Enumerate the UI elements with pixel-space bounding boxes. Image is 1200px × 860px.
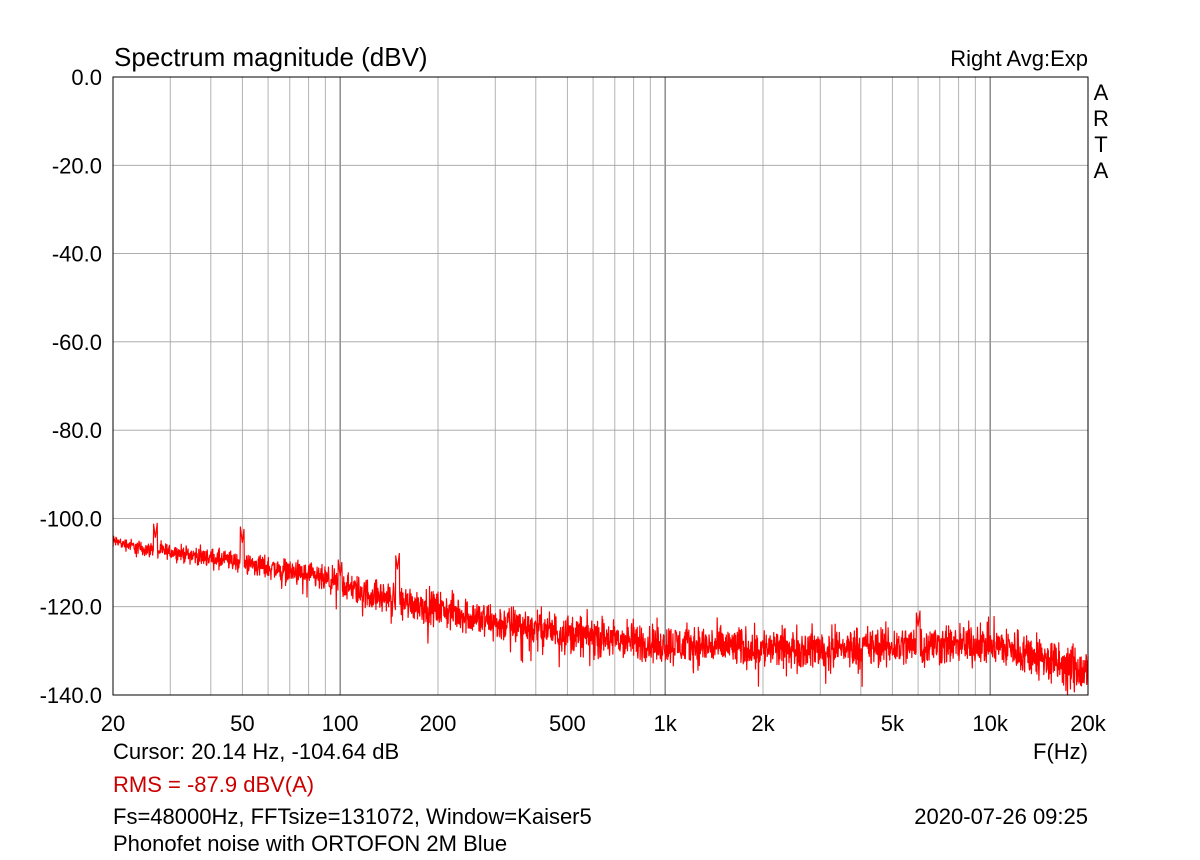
x-tick-label: 5k bbox=[881, 711, 905, 736]
chart-title: Spectrum magnitude (dBV) bbox=[114, 42, 428, 72]
x-tick-label: 100 bbox=[322, 711, 359, 736]
x-tick-label: 500 bbox=[549, 711, 586, 736]
x-tick-label: 1k bbox=[654, 711, 678, 736]
x-tick-label: 10k bbox=[972, 711, 1008, 736]
y-axis-ticks: 0.0 -20.0 -40.0 -60.0 -80.0 -100.0 -120.0 -140.… bbox=[40, 65, 102, 708]
spectrum-line bbox=[112, 522, 1089, 696]
x-axis-unit: F(Hz) bbox=[1033, 739, 1088, 764]
arta-letter: A bbox=[1093, 80, 1109, 105]
y-tick-label: -60.0 bbox=[52, 330, 102, 355]
arta-letter: T bbox=[1094, 132, 1108, 157]
y-tick-label: 0.0 bbox=[71, 65, 102, 90]
y-tick-label: -100.0 bbox=[40, 506, 102, 531]
x-tick-label: 50 bbox=[230, 711, 254, 736]
x-tick-label: 20 bbox=[101, 711, 125, 736]
arta-letter: A bbox=[1093, 158, 1109, 183]
y-tick-label: -80.0 bbox=[52, 418, 102, 443]
x-tick-label: 20k bbox=[1070, 711, 1106, 736]
x-tick-label: 200 bbox=[420, 711, 457, 736]
rms-readout: RMS = -87.9 dBV(A) bbox=[113, 772, 315, 797]
y-tick-label: -120.0 bbox=[40, 595, 102, 620]
cursor-readout: Cursor: 20.14 Hz, -104.64 dB bbox=[113, 739, 400, 764]
spectrum-trace bbox=[112, 522, 1089, 696]
x-tick-label: 2k bbox=[751, 711, 775, 736]
arta-logo: A R T A bbox=[1091, 80, 1111, 184]
measurement-description: Phonofet noise with ORTOFON 2M Blue bbox=[113, 831, 508, 856]
averaging-mode-label: Right Avg:Exp bbox=[950, 46, 1088, 71]
x-axis-ticks: 20 50 100 200 500 1k 2k 5k 10k 20k bbox=[101, 711, 1107, 736]
y-tick-label: -40.0 bbox=[52, 242, 102, 267]
timestamp: 2020-07-26 09:25 bbox=[914, 804, 1088, 829]
fft-settings: Fs=48000Hz, FFTsize=131072, Window=Kaise… bbox=[113, 804, 592, 829]
y-tick-label: -140.0 bbox=[40, 683, 102, 708]
y-tick-label: -20.0 bbox=[52, 153, 102, 178]
arta-letter: R bbox=[1093, 106, 1109, 131]
grid-lines bbox=[113, 77, 1088, 695]
plot-frame bbox=[112, 76, 1089, 696]
